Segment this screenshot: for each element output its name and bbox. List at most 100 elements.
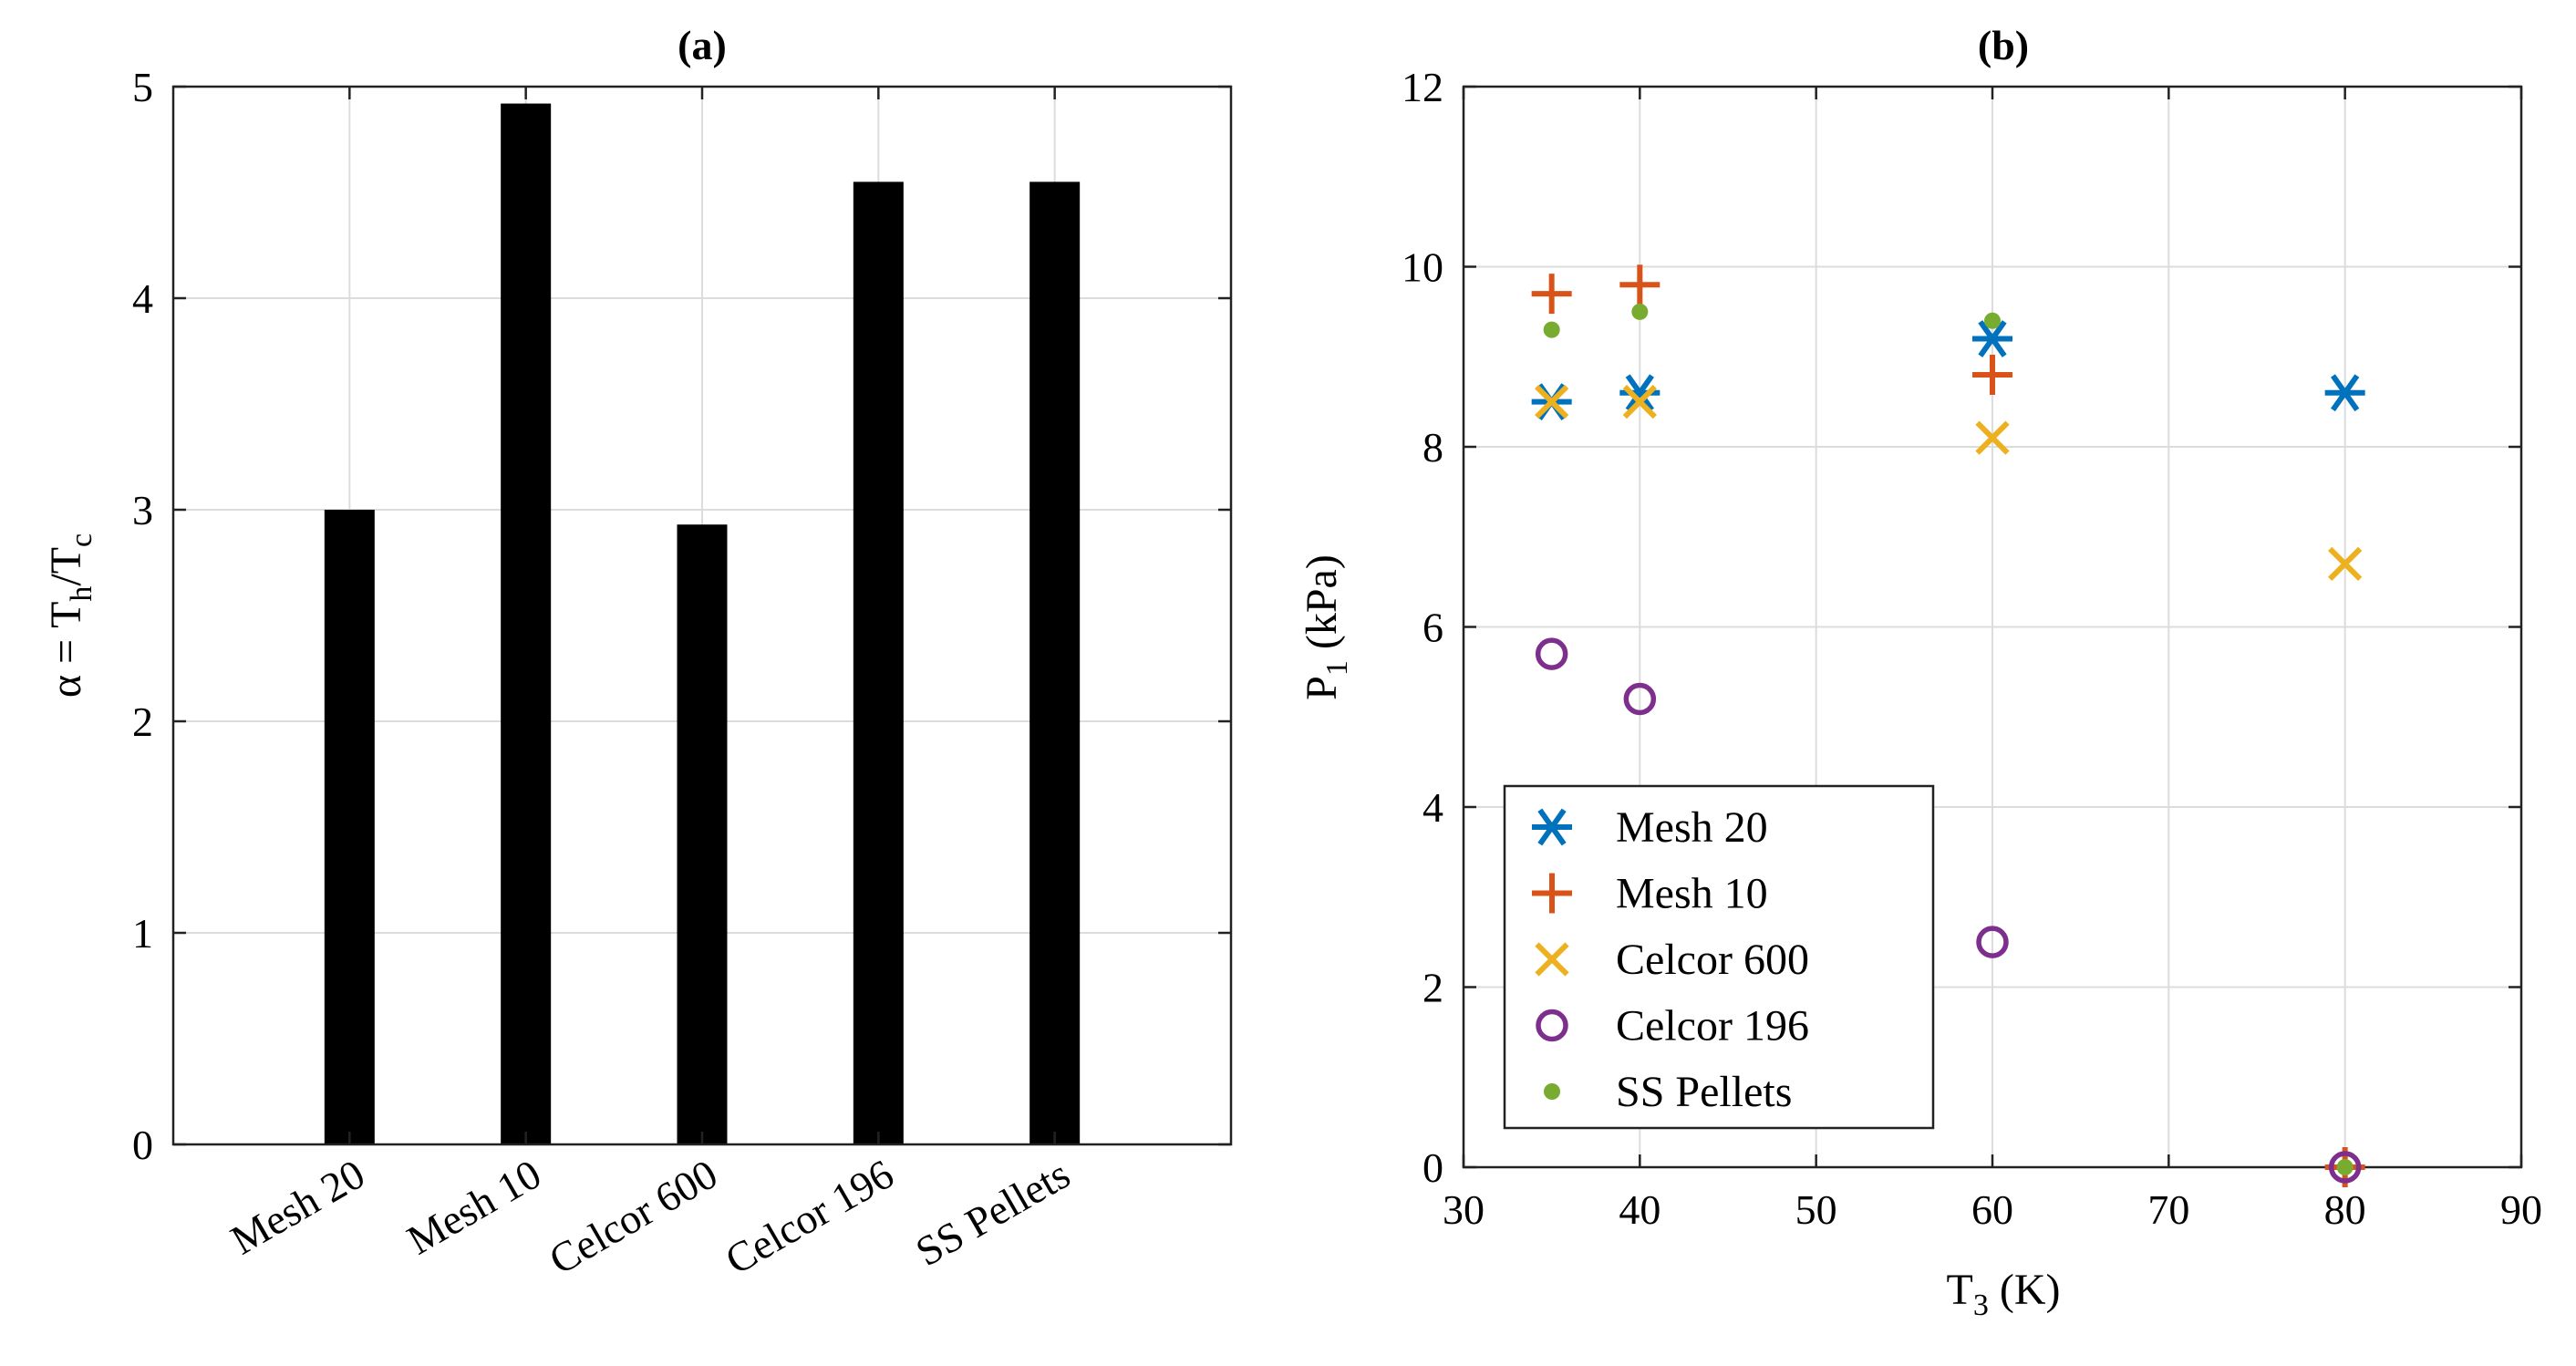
x-tick-label: 90 (2500, 1186, 2542, 1233)
y-tick-label: 5 (132, 64, 153, 110)
data-point (1535, 637, 1568, 670)
y-tick-label: 10 (1402, 244, 1443, 291)
bar-chart-title: (a) (678, 22, 727, 68)
x-tick-label: SS Pellets (908, 1150, 1078, 1275)
data-point-ring (1623, 682, 1657, 716)
data-point-stroke (1622, 385, 1657, 419)
data-point (1535, 385, 1569, 419)
y-tick-label: 1 (132, 910, 153, 957)
data-point (1972, 355, 2012, 395)
legend-marker (1535, 942, 1569, 977)
bar (853, 181, 904, 1144)
y-tick-label: 2 (1422, 965, 1443, 1011)
ylabel-c-subscript: c (65, 533, 98, 547)
legend-marker-stroke (1537, 808, 1567, 846)
data-point-stroke (2328, 546, 2363, 581)
data-point (1543, 321, 1560, 338)
scatter-chart-points (1531, 264, 2365, 1187)
data-point (1623, 682, 1657, 716)
xlabel-subscript: 3 (1973, 1288, 1989, 1322)
bar-chart-y-ticks: 0 1 2 3 4 5 (132, 64, 1231, 1168)
data-point-stroke (1978, 320, 2007, 357)
data-point (1622, 385, 1657, 419)
ylabel-h-subscript: h (65, 586, 98, 602)
legend-marker (1532, 808, 1572, 846)
legend-label: Celcor 196 (1616, 1002, 1809, 1050)
data-point-stroke (1975, 420, 2010, 455)
legend-marker (1532, 873, 1572, 914)
x-tick-label: 40 (1619, 1186, 1660, 1233)
y-tick-label: 4 (132, 275, 153, 322)
xlabel-unit: (K) (1989, 1266, 2061, 1314)
x-tick-label: Mesh 10 (399, 1150, 549, 1263)
bar (501, 103, 552, 1144)
y-tick-label: 0 (132, 1122, 153, 1168)
legend-marker-fill (1544, 1083, 1560, 1100)
data-point (1976, 926, 2009, 958)
data-point (1531, 274, 1572, 315)
legend-marker-stroke (1535, 942, 1569, 977)
data-point (1619, 374, 1660, 412)
y-tick-label: 6 (1422, 605, 1443, 651)
scatter-chart-y-ticks: 0 2 4 6 8 10 12 (1402, 64, 2521, 1191)
y-tick-label: 12 (1402, 64, 1443, 110)
bar (324, 510, 375, 1144)
legend-label: SS Pellets (1616, 1068, 1792, 1116)
x-tick-label: Celcor 196 (718, 1150, 901, 1283)
bar (1029, 181, 1081, 1144)
legend-label: Mesh 20 (1616, 803, 1768, 852)
data-point-ring (1535, 637, 1568, 670)
legend-label: Mesh 10 (1616, 870, 1768, 918)
ylabel-alpha-part: α = T (42, 602, 90, 699)
xlabel-main: T (1947, 1266, 1973, 1314)
x-tick-label: 30 (1443, 1186, 1485, 1233)
x-tick-label: 80 (2324, 1186, 2366, 1233)
data-point-stroke (1625, 374, 1654, 412)
data-point-fill (1631, 303, 1649, 320)
y-tick-label: 4 (1422, 784, 1443, 831)
scatter-chart-legend: Mesh 20 Mesh 10 Celcor 600 Celcor 196 SS Pel… (1503, 784, 1935, 1130)
data-point-stroke (1535, 385, 1569, 419)
x-tick-label: Mesh 20 (222, 1150, 372, 1263)
x-tick-label: 70 (2147, 1186, 2189, 1233)
data-point (1984, 312, 2001, 329)
data-point (1975, 420, 2010, 455)
data-point-ring (1976, 926, 2009, 958)
y-tick-label: 8 (1422, 424, 1443, 471)
ylabel-slash-part: /T (42, 547, 90, 586)
data-point-fill (1543, 321, 1560, 338)
data-point-fill (1984, 312, 2001, 329)
x-tick-label: 50 (1795, 1186, 1837, 1233)
bar-chart-y-label: α = Th/Tc (42, 533, 98, 698)
scatter-chart-title: (b) (1978, 22, 2029, 68)
data-point (1972, 320, 2012, 357)
data-point-ring (2328, 1151, 2362, 1184)
ylabel-subscript: 1 (1320, 660, 1354, 676)
y-tick-label: 2 (132, 699, 153, 745)
x-tick-label: Celcor 600 (542, 1150, 725, 1283)
data-point (2328, 1151, 2362, 1184)
scatter-chart-panel: (b) 0 2 4 6 8 10 12 30 40 50 60 70 80 90 T3 (K) P1 (… (1298, 22, 2542, 1322)
y-tick-label: 3 (132, 487, 153, 533)
data-point (2324, 374, 2365, 412)
bar-chart-bars (324, 103, 1081, 1144)
data-point (2328, 546, 2363, 581)
y-tick-label: 0 (1422, 1144, 1443, 1191)
scatter-chart-x-label: T3 (K) (1947, 1266, 2061, 1322)
ylabel-unit: (kPa) (1298, 554, 1346, 660)
legend-label: Celcor 600 (1616, 936, 1809, 984)
data-point-stroke (2331, 374, 2360, 412)
data-point (1619, 264, 1660, 305)
legend-marker-ring (1536, 1009, 1568, 1042)
scatter-chart-y-label: P1 (kPa) (1298, 554, 1354, 700)
data-point-fill (2336, 1159, 2354, 1175)
data-point (2336, 1159, 2354, 1175)
x-tick-label: 60 (1971, 1186, 2013, 1233)
ylabel-main: P (1298, 676, 1346, 700)
legend-marker (1544, 1083, 1560, 1100)
legend-box (1503, 784, 1935, 1130)
data-point (1631, 303, 1649, 320)
legend-marker (1536, 1009, 1568, 1042)
